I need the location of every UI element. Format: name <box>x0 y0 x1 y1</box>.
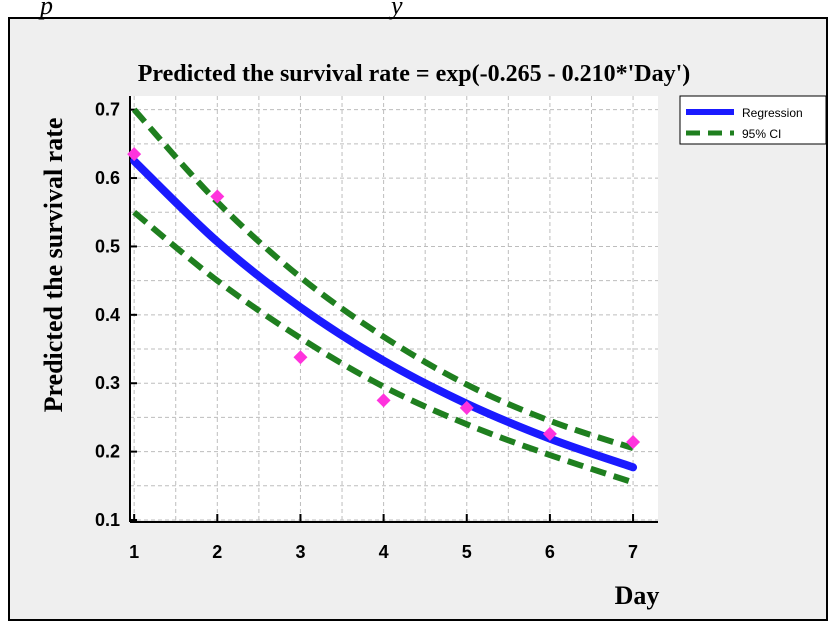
plot-area <box>130 96 658 520</box>
x-tick-label: 2 <box>212 542 222 562</box>
observed-point <box>293 350 308 365</box>
observed-point <box>542 426 557 441</box>
legend-regression-label: Regression <box>742 106 803 120</box>
tick-labels: 1 2 3 4 5 6 7 0.1 0.2 0.3 0.4 0.5 0.6 0.7 <box>95 100 638 562</box>
y-tick-label: 0.7 <box>95 100 120 120</box>
x-tick-label: 3 <box>295 542 305 562</box>
x-tick-label: 1 <box>129 542 139 562</box>
x-tick-label: 7 <box>628 542 638 562</box>
observed-points <box>127 147 641 450</box>
y-tick-label: 0.1 <box>95 510 120 530</box>
x-tick-label: 5 <box>462 542 472 562</box>
observed-point <box>459 400 474 415</box>
observed-point <box>376 393 391 408</box>
legend-ci-label: 95% CI <box>742 127 781 141</box>
caption-fragment: p y <box>38 0 403 20</box>
y-tick-label: 0.6 <box>95 168 120 188</box>
x-tick-label: 6 <box>545 542 555 562</box>
x-tick-label: 4 <box>379 542 389 562</box>
observed-point <box>210 189 225 204</box>
y-axis-label: Predicted the survival rate <box>39 118 68 413</box>
chart-title: Predicted the survival rate = exp(-0.265… <box>138 61 690 87</box>
axes <box>129 96 658 523</box>
legend: Regression 95% CI <box>679 95 827 145</box>
legend-box <box>679 95 827 145</box>
observed-point <box>127 147 142 162</box>
y-tick-label: 0.2 <box>95 442 120 462</box>
x-axis-label: Day <box>615 581 660 610</box>
y-tick-label: 0.3 <box>95 373 120 393</box>
y-tick-label: 0.5 <box>95 236 120 256</box>
y-tick-label: 0.4 <box>95 305 120 325</box>
observed-point <box>626 435 641 450</box>
ci-lower-line <box>132 209 634 486</box>
